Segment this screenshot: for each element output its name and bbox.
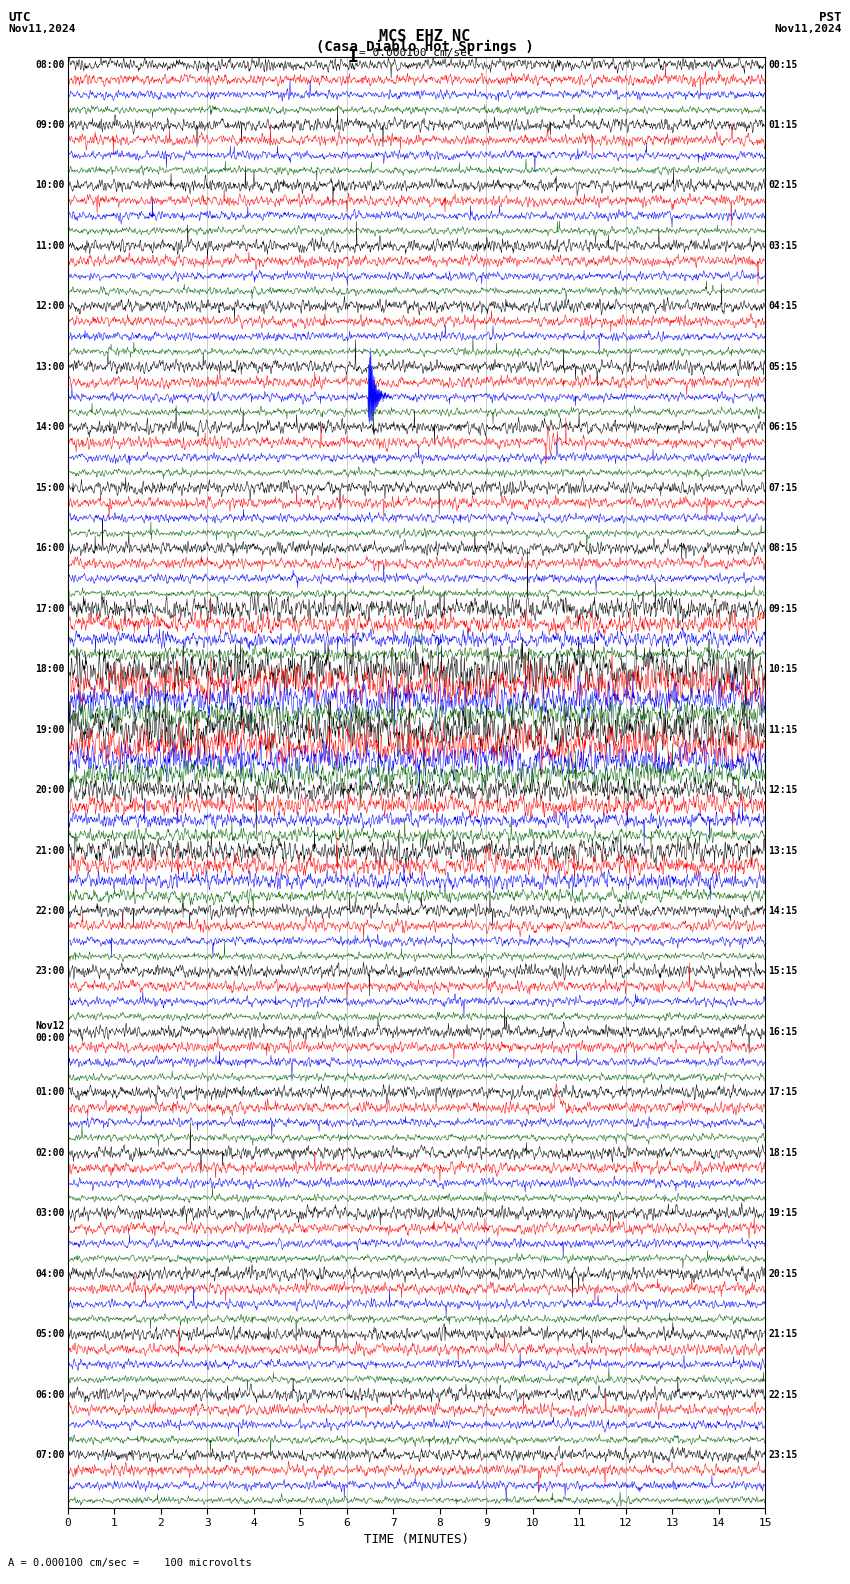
X-axis label: TIME (MINUTES): TIME (MINUTES) [364,1533,469,1546]
Text: 22:15: 22:15 [768,1389,798,1400]
Text: 13:15: 13:15 [768,846,798,855]
Text: 08:00: 08:00 [35,60,65,70]
Text: 11:00: 11:00 [35,241,65,250]
Text: 05:15: 05:15 [768,361,798,372]
Text: = 0.000100 cm/sec: = 0.000100 cm/sec [359,48,473,57]
Text: 03:00: 03:00 [35,1209,65,1218]
Text: Nov12
00:00: Nov12 00:00 [35,1022,65,1042]
Text: Nov11,2024: Nov11,2024 [8,24,76,33]
Text: 21:15: 21:15 [768,1329,798,1338]
Text: 15:15: 15:15 [768,966,798,976]
Text: (Casa Diablo Hot Springs ): (Casa Diablo Hot Springs ) [316,40,534,54]
Text: 23:00: 23:00 [35,966,65,976]
Text: 01:00: 01:00 [35,1087,65,1098]
Text: 06:15: 06:15 [768,423,798,432]
Text: 09:15: 09:15 [768,604,798,613]
Text: I: I [348,48,358,65]
Text: 20:15: 20:15 [768,1269,798,1278]
Text: 21:00: 21:00 [35,846,65,855]
Text: 07:15: 07:15 [768,483,798,493]
Text: 23:15: 23:15 [768,1449,798,1460]
Text: 02:15: 02:15 [768,181,798,190]
Text: 13:00: 13:00 [35,361,65,372]
Text: 03:15: 03:15 [768,241,798,250]
Text: 09:00: 09:00 [35,120,65,130]
Text: 18:15: 18:15 [768,1148,798,1158]
Text: 08:15: 08:15 [768,543,798,553]
Text: 07:00: 07:00 [35,1449,65,1460]
Text: 22:00: 22:00 [35,906,65,916]
Text: PST: PST [819,11,842,24]
Text: 19:15: 19:15 [768,1209,798,1218]
Text: 16:15: 16:15 [768,1026,798,1038]
Text: MCS EHZ NC: MCS EHZ NC [379,29,471,43]
Text: 04:15: 04:15 [768,301,798,312]
Text: 06:00: 06:00 [35,1389,65,1400]
Text: 02:00: 02:00 [35,1148,65,1158]
Text: 10:15: 10:15 [768,664,798,675]
Text: 15:00: 15:00 [35,483,65,493]
Text: 01:15: 01:15 [768,120,798,130]
Text: 20:00: 20:00 [35,786,65,795]
Text: 14:15: 14:15 [768,906,798,916]
Text: 12:00: 12:00 [35,301,65,312]
Text: 17:00: 17:00 [35,604,65,613]
Text: 19:00: 19:00 [35,724,65,735]
Text: 16:00: 16:00 [35,543,65,553]
Text: A = 0.000100 cm/sec =    100 microvolts: A = 0.000100 cm/sec = 100 microvolts [8,1559,252,1568]
Text: 00:15: 00:15 [768,60,798,70]
Text: 10:00: 10:00 [35,181,65,190]
Text: 04:00: 04:00 [35,1269,65,1278]
Text: 17:15: 17:15 [768,1087,798,1098]
Text: Nov11,2024: Nov11,2024 [774,24,842,33]
Text: 05:00: 05:00 [35,1329,65,1338]
Text: 11:15: 11:15 [768,724,798,735]
Text: 12:15: 12:15 [768,786,798,795]
Text: 14:00: 14:00 [35,423,65,432]
Text: 18:00: 18:00 [35,664,65,675]
Text: UTC: UTC [8,11,31,24]
